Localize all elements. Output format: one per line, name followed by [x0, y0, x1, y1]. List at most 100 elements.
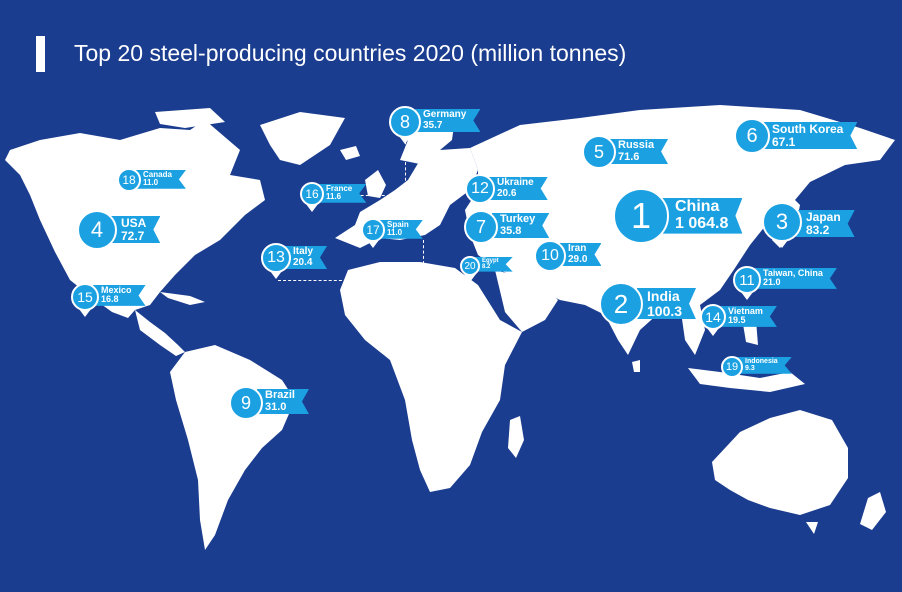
production-value: 16.8: [101, 294, 119, 305]
production-value: 8.2: [482, 264, 491, 271]
country-name: Turkey: [500, 213, 536, 225]
rank-badge: 8: [389, 106, 421, 138]
rank-badge: 16: [300, 182, 324, 206]
production-value: 100.3: [647, 302, 683, 319]
country-label: Japan 83.2: [796, 210, 855, 237]
production-value: 72.7: [121, 228, 145, 243]
tasmania-landmass: [806, 522, 818, 534]
country-label: Turkey 35.8: [492, 213, 549, 238]
country-name: Canada: [143, 170, 172, 179]
country-name: Germany: [423, 109, 467, 120]
country-label: Brazil 31.0: [257, 389, 309, 414]
sri-lanka-landmass: [632, 360, 640, 372]
italy-connector-line-h: [278, 280, 423, 281]
rank-badge: 18: [117, 168, 141, 192]
production-value: 11.0: [143, 178, 159, 188]
production-value: 1 064.8: [675, 214, 729, 232]
country-label: Ukraine 20.6: [489, 177, 548, 200]
rank-badge: 15: [71, 283, 99, 311]
rank-badge: 13: [261, 243, 291, 273]
production-value: 35.7: [423, 119, 443, 131]
africa-landmass: [340, 262, 522, 492]
production-value: 19.5: [728, 315, 746, 326]
country-name: South Korea: [772, 122, 844, 136]
country-label: Iran 29.0: [560, 243, 601, 266]
italy-connector-line-v: [423, 240, 424, 280]
country-name: Taiwan, China: [763, 268, 823, 278]
title-accent-bar: [36, 36, 45, 72]
british-isles-landmass: [365, 170, 386, 198]
country-label: France 11.6: [318, 184, 366, 203]
south-america-landmass: [170, 345, 295, 550]
production-value: 11.0: [387, 228, 403, 238]
production-value: 20.6: [497, 187, 517, 199]
country-name: Iran: [568, 243, 587, 254]
country-label: Italy 20.4: [285, 246, 327, 269]
rank-badge: 2: [599, 282, 643, 326]
production-value: 29.0: [568, 253, 588, 265]
production-value: 9.3: [745, 365, 755, 373]
country-label: India 100.3: [637, 288, 696, 319]
country-label: China 1 064.8: [661, 198, 742, 234]
rank-badge: 6: [734, 118, 770, 154]
country-label: Egypt 8.2: [474, 257, 513, 272]
country-name: China: [675, 198, 720, 215]
production-value: 67.1: [772, 134, 796, 149]
country-name: Russia: [618, 139, 655, 151]
country-name: Italy: [293, 246, 314, 257]
country-name: Vietnam: [728, 306, 763, 316]
country-name: Brazil: [265, 389, 295, 401]
country-label: USA 72.7: [111, 216, 160, 243]
rank-badge: 1: [613, 188, 669, 244]
rank-badge: 3: [762, 202, 802, 242]
country-name: Indonesia: [745, 358, 778, 365]
production-value: 20.4: [293, 256, 313, 268]
new-zealand-landmass: [860, 492, 886, 530]
greenland-landmass: [260, 112, 345, 165]
country-name: USA: [121, 216, 147, 230]
country-label: Canada 11.0: [135, 170, 186, 189]
rank-badge: 4: [77, 210, 117, 250]
central-america-landmass: [135, 310, 185, 356]
production-value: 83.2: [806, 222, 830, 237]
caribbean-islands: [160, 292, 205, 305]
rank-badge: 9: [229, 386, 263, 420]
madagascar-landmass: [508, 416, 524, 458]
country-label: Spain 11.0: [379, 220, 423, 239]
rank-badge: 12: [465, 174, 495, 204]
rank-badge: 7: [464, 210, 498, 244]
rank-badge: 10: [534, 240, 566, 272]
country-label: Russia 71.6: [610, 139, 668, 164]
indonesia-islands: [688, 368, 805, 392]
country-name: India: [647, 288, 680, 304]
country-name: Japan: [806, 210, 841, 224]
rank-badge: 19: [721, 356, 743, 378]
production-value: 35.8: [500, 224, 522, 237]
production-value: 31.0: [265, 400, 287, 413]
country-name: Egypt: [482, 258, 499, 264]
country-name: Spain: [387, 220, 409, 229]
country-label: South Korea 67.1: [764, 122, 857, 149]
country-name: France: [326, 184, 353, 193]
arctic-islands: [155, 108, 225, 128]
rank-badge: 14: [700, 304, 726, 330]
country-label: Germany 35.7: [415, 109, 480, 132]
germany-connector-line: [405, 136, 406, 186]
arabia-landmass: [495, 270, 558, 332]
rank-badge: 20: [460, 256, 480, 276]
rank-badge: 17: [361, 218, 385, 242]
country-label: Taiwan, China 21.0: [755, 268, 837, 289]
production-value: 71.6: [618, 150, 640, 163]
production-value: 21.0: [763, 277, 781, 288]
country-label: Indonesia 9.3: [737, 357, 792, 374]
country-name: Mexico: [101, 285, 132, 295]
country-label: Mexico 16.8: [93, 285, 146, 306]
france-connector-line: [350, 195, 390, 196]
country-label: Vietnam 19.5: [720, 306, 777, 327]
iceland-landmass: [340, 146, 360, 160]
rank-badge: 5: [582, 135, 616, 169]
country-name: Ukraine: [497, 177, 534, 188]
australia-landmass: [712, 410, 848, 515]
map-title: Top 20 steel-producing countries 2020 (m…: [74, 40, 627, 66]
production-value: 11.6: [326, 192, 342, 202]
